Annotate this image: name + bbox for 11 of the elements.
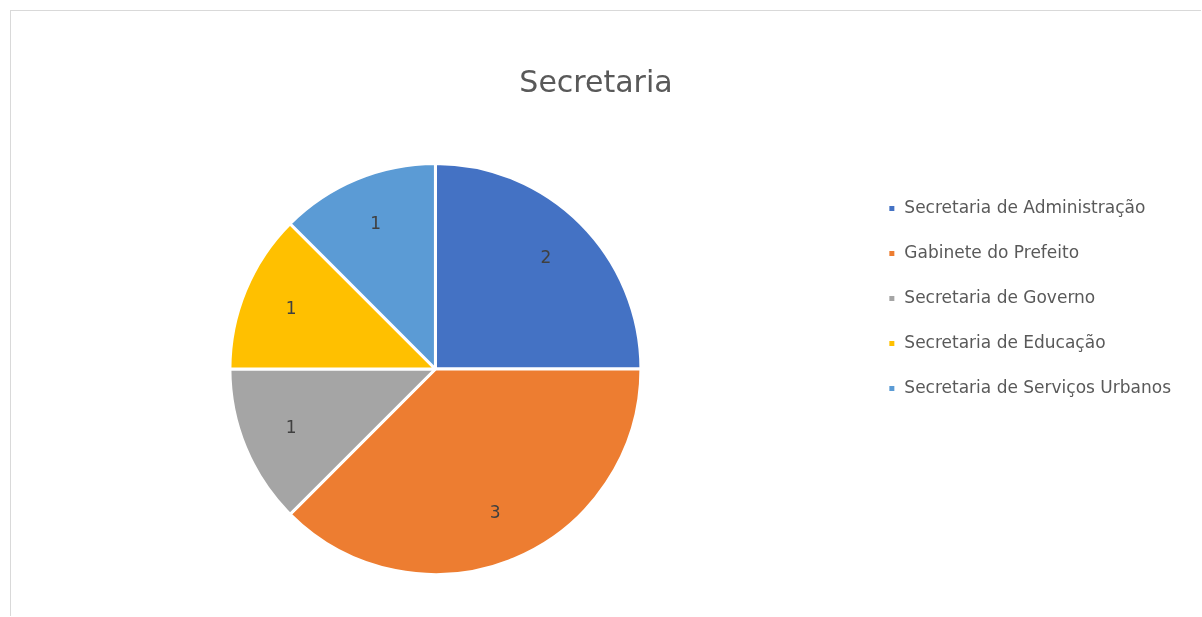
data-label: 1	[370, 213, 382, 234]
chart-title: Secretaria	[519, 63, 673, 99]
data-label: 2	[540, 246, 552, 267]
legend-label: Secretaria de Educação	[904, 331, 1106, 352]
legend-label: Gabinete do Prefeito	[904, 241, 1080, 262]
legend-label: Secretaria de Serviços Urbanos	[904, 376, 1172, 397]
data-label: 3	[489, 501, 501, 522]
legend-label: Secretaria de Governo	[904, 286, 1096, 307]
data-label: 1	[285, 297, 297, 318]
data-label: 1	[285, 417, 297, 438]
legend-label: Secretaria de Administração	[904, 196, 1146, 217]
